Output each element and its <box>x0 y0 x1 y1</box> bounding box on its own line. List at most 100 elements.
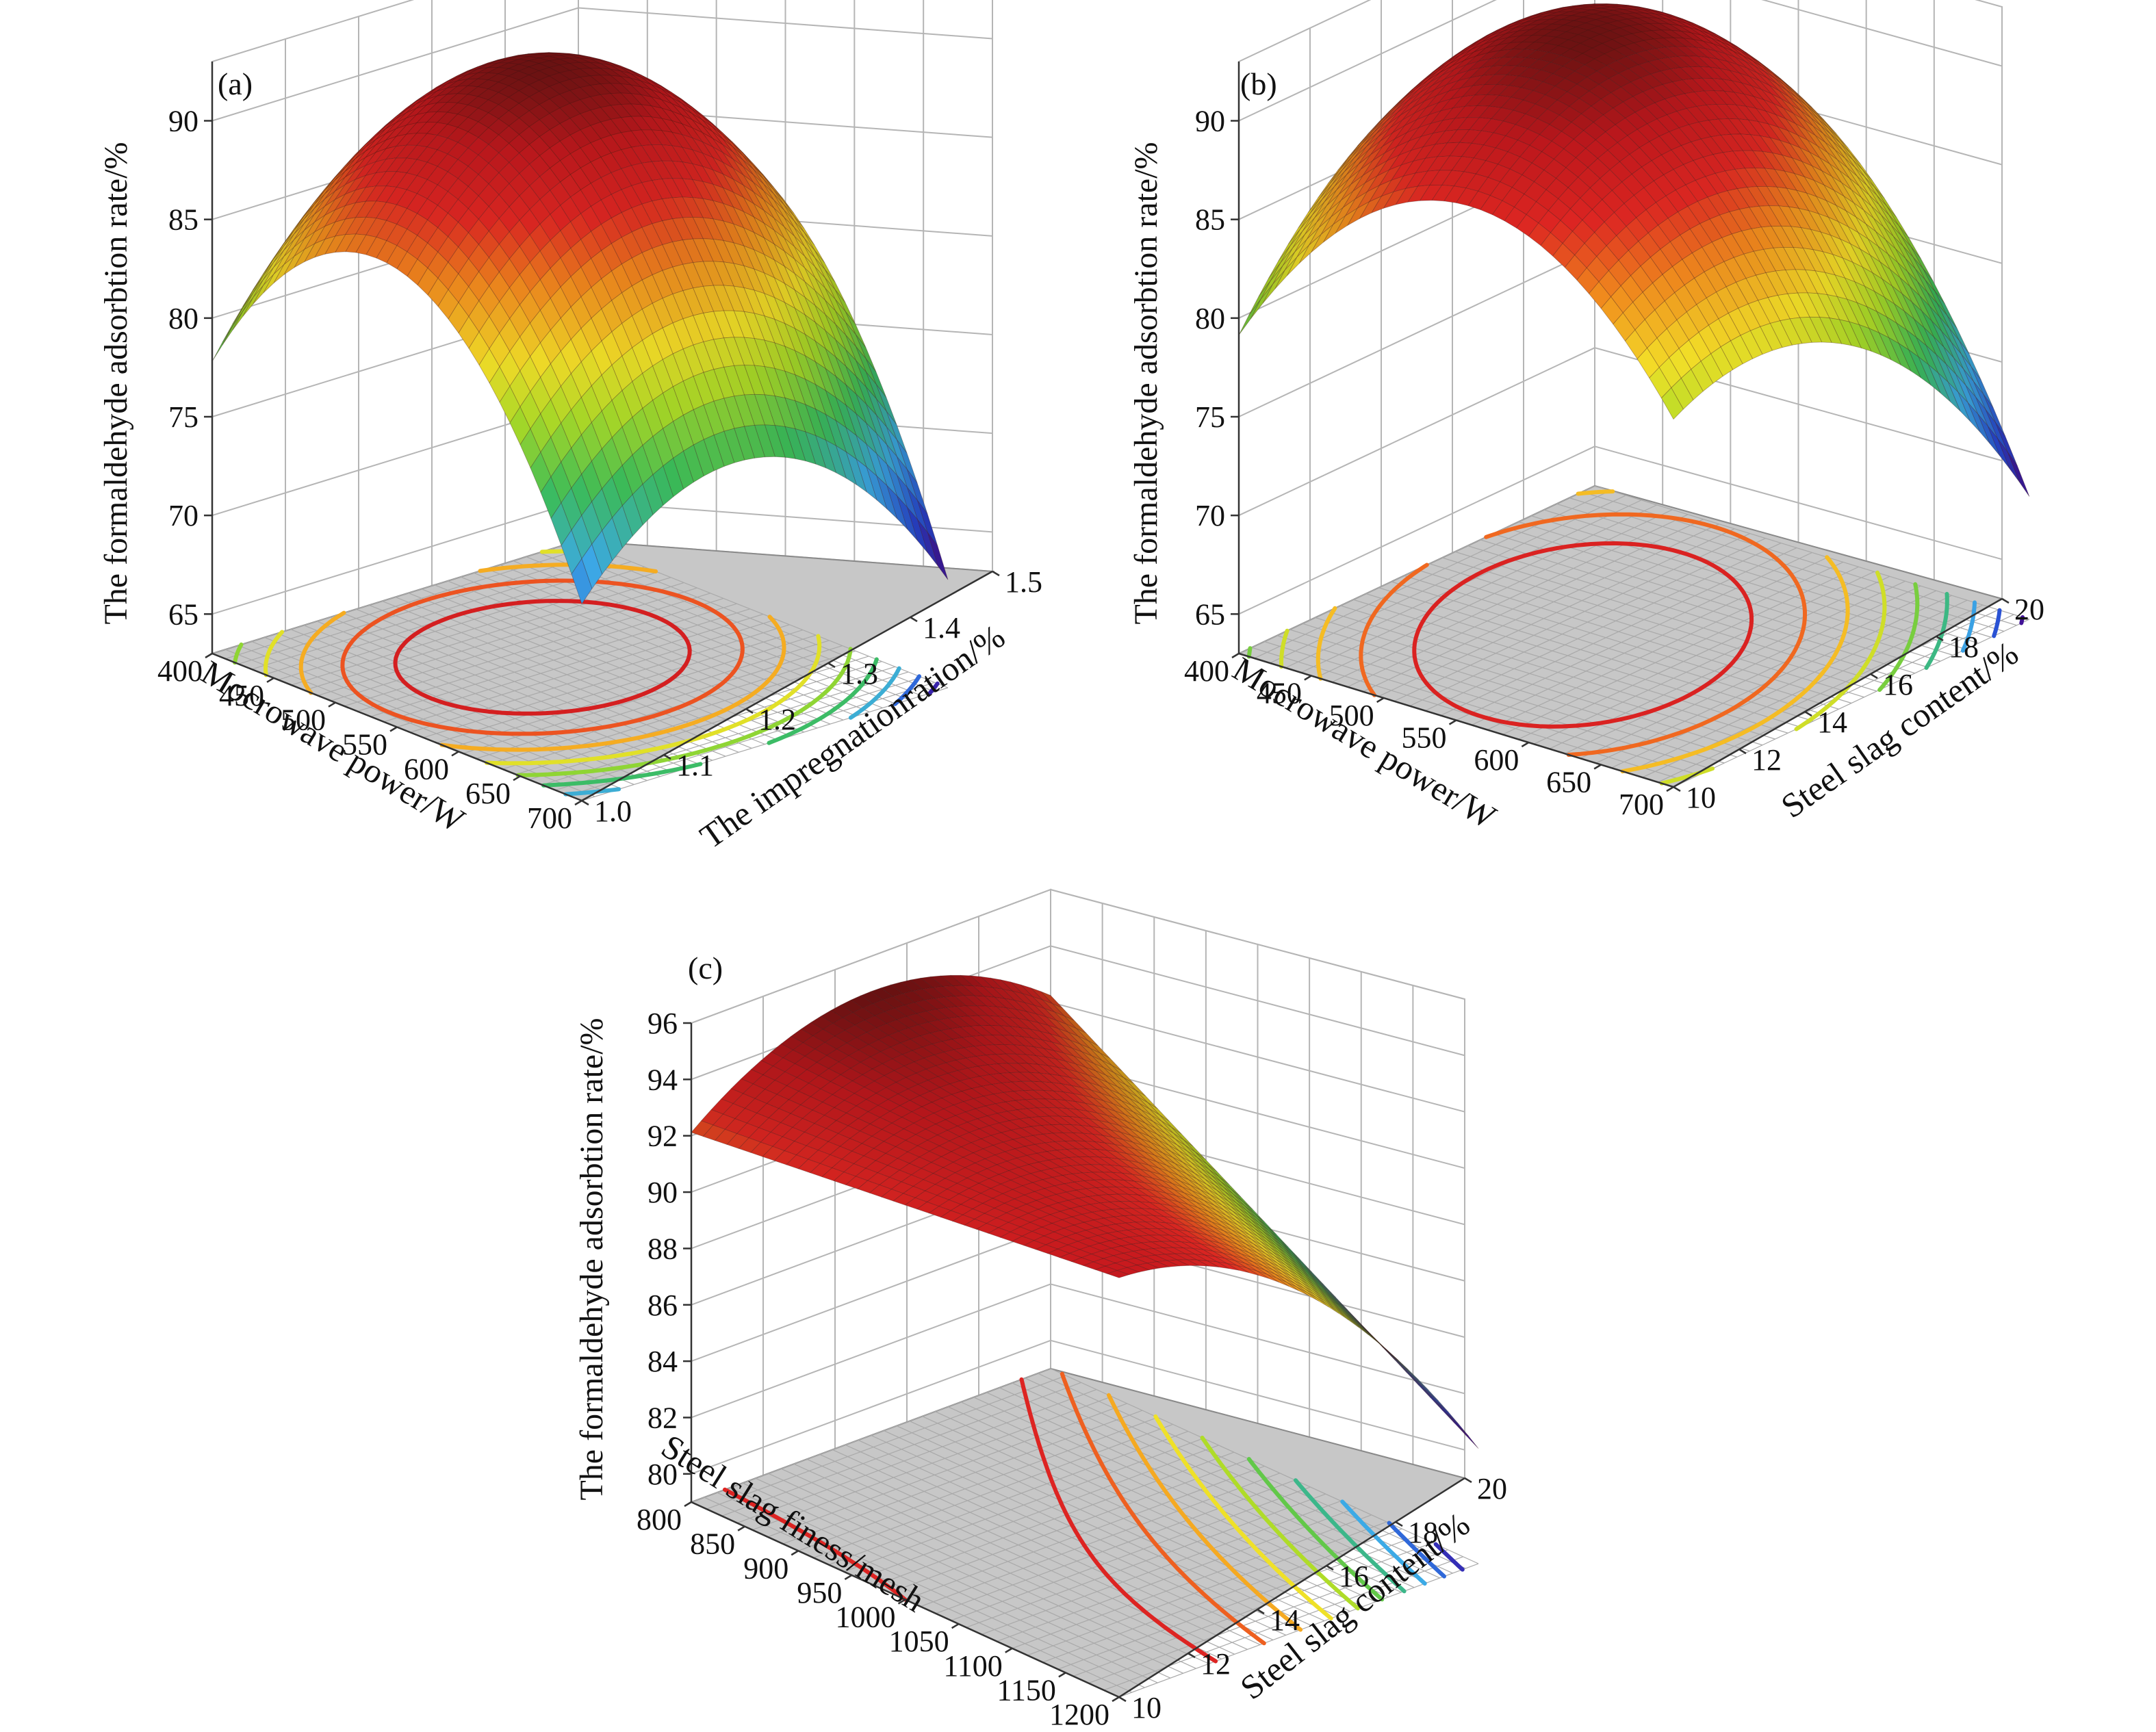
x-tick <box>389 726 398 732</box>
y-tick <box>581 799 589 806</box>
surface-patch <box>845 451 867 493</box>
x-tick <box>451 751 459 757</box>
x-tick <box>1666 786 1674 792</box>
contour-line <box>1412 541 1754 729</box>
x-tick <box>1448 719 1457 725</box>
y-tick-label: 1.3 <box>840 657 878 690</box>
y-tick <box>1188 1652 1196 1659</box>
x-tick-label: 1150 <box>997 1673 1056 1707</box>
z-tick-label: 80 <box>168 302 198 335</box>
x-tick-label: 400 <box>157 654 203 688</box>
z-axis-label: The formaldehyde adsorbtion rate/% <box>1128 142 1164 624</box>
surface-patch <box>571 558 593 605</box>
contour-line <box>1316 489 1850 774</box>
x-tick-label: 1100 <box>943 1649 1002 1683</box>
x-tick-label: 550 <box>342 728 387 762</box>
x-tick <box>1231 652 1240 659</box>
x-tick <box>791 1550 799 1556</box>
contour-line <box>340 578 745 736</box>
x-tick <box>1593 764 1602 770</box>
x-tick-label: 1200 <box>1049 1698 1109 1729</box>
x-tick-label: 1000 <box>836 1601 896 1634</box>
surface-patch <box>222 311 244 346</box>
response-surface <box>1238 3 2030 497</box>
surface-patch <box>927 532 949 580</box>
surface-patch <box>734 426 756 461</box>
y-tick-label: 20 <box>2014 593 2044 626</box>
z-tick-label: 85 <box>1195 203 1225 237</box>
surface-patch <box>591 530 613 576</box>
y-tick <box>992 570 1000 577</box>
z-tick-label: 65 <box>168 597 198 631</box>
x-tick-label: 900 <box>743 1551 788 1585</box>
y-tick <box>663 753 671 760</box>
surface-patch <box>835 445 858 486</box>
contour-line <box>927 681 940 696</box>
y-tick <box>1118 1696 1127 1703</box>
y-tick <box>910 616 918 623</box>
x-tick <box>205 652 213 659</box>
x-tick-label: 1050 <box>889 1625 949 1658</box>
y-tick-label: 16 <box>1883 668 1913 701</box>
x-tick-label: 650 <box>1546 766 1591 799</box>
x-tick <box>1058 1672 1066 1678</box>
y-tick-label: 1.0 <box>594 794 632 828</box>
x-tick-label: 800 <box>637 1503 682 1536</box>
contour-line <box>1960 600 1977 653</box>
y-tick-label: 12 <box>1751 743 1782 777</box>
y-tick-label: 1.1 <box>676 749 714 782</box>
z-tick-label: 70 <box>168 499 198 532</box>
z-tick-label: 80 <box>1195 302 1225 335</box>
x-tick <box>684 1501 692 1508</box>
y-tick-label: 10 <box>1131 1691 1162 1724</box>
surface-patch <box>232 297 254 331</box>
x-tick-label: 450 <box>219 679 264 712</box>
x-tick-label: 600 <box>404 752 449 786</box>
z-tick-label: 90 <box>647 1176 678 1209</box>
contour-line <box>1246 582 1920 693</box>
surface-patch <box>1250 283 1274 319</box>
surface-patch <box>897 495 918 541</box>
surface-patch <box>754 424 775 458</box>
y-tick <box>1870 673 1878 680</box>
surface-patch <box>744 424 766 458</box>
contour-line <box>1924 592 1949 670</box>
chart-panel-a: 65 70 75 80 85 90 400 450 500 550 600 650 700 1.0 1.1 1… <box>98 0 1042 856</box>
axes: 65 70 75 80 85 90 400 450 500 550 600 650 700 1.0 1.1 1… <box>157 62 1042 835</box>
chart-panel-c: 8082848688909294968008509009501000105011… <box>574 888 1507 1731</box>
z-tick-label: 75 <box>1195 400 1225 434</box>
x-tick <box>328 701 336 708</box>
z-tick-label: 85 <box>168 203 198 237</box>
z-tick-label: 90 <box>168 105 198 138</box>
y-tick-label: 14 <box>1817 706 1847 739</box>
x-tick <box>1304 675 1312 681</box>
y-tick <box>827 662 836 669</box>
surface-patch <box>784 426 806 462</box>
y-tick-label: 10 <box>1686 781 1716 814</box>
y-tick <box>1395 1521 1403 1527</box>
y-tick-label: 1.4 <box>923 611 960 645</box>
contour-line <box>393 599 692 716</box>
x-tick-label: 850 <box>690 1527 735 1561</box>
y-tick <box>745 708 754 714</box>
x-tick-label: 700 <box>1619 788 1664 821</box>
x-tick-label: 650 <box>465 777 511 810</box>
contour-lines <box>1246 489 2025 786</box>
z-axis-label: The formaldehyde adsorbtion rate/% <box>98 142 134 624</box>
surface-patch <box>642 474 664 515</box>
z-tick-label: 92 <box>647 1120 678 1153</box>
contour-line <box>893 674 921 706</box>
contour-line <box>233 642 853 777</box>
contour-line <box>1992 608 2002 638</box>
x-tick <box>1376 697 1385 703</box>
panel-label: (c) <box>688 951 723 985</box>
y-tick-label: 1.5 <box>1005 565 1042 599</box>
surface-patch <box>856 458 877 501</box>
z-tick-label: 96 <box>647 1007 678 1040</box>
z-tick-label: 65 <box>1195 597 1225 631</box>
y-tick <box>2001 597 2010 604</box>
x-tick-label: 500 <box>281 703 326 737</box>
surface-patch <box>886 485 908 530</box>
y-tick <box>1464 1477 1472 1484</box>
